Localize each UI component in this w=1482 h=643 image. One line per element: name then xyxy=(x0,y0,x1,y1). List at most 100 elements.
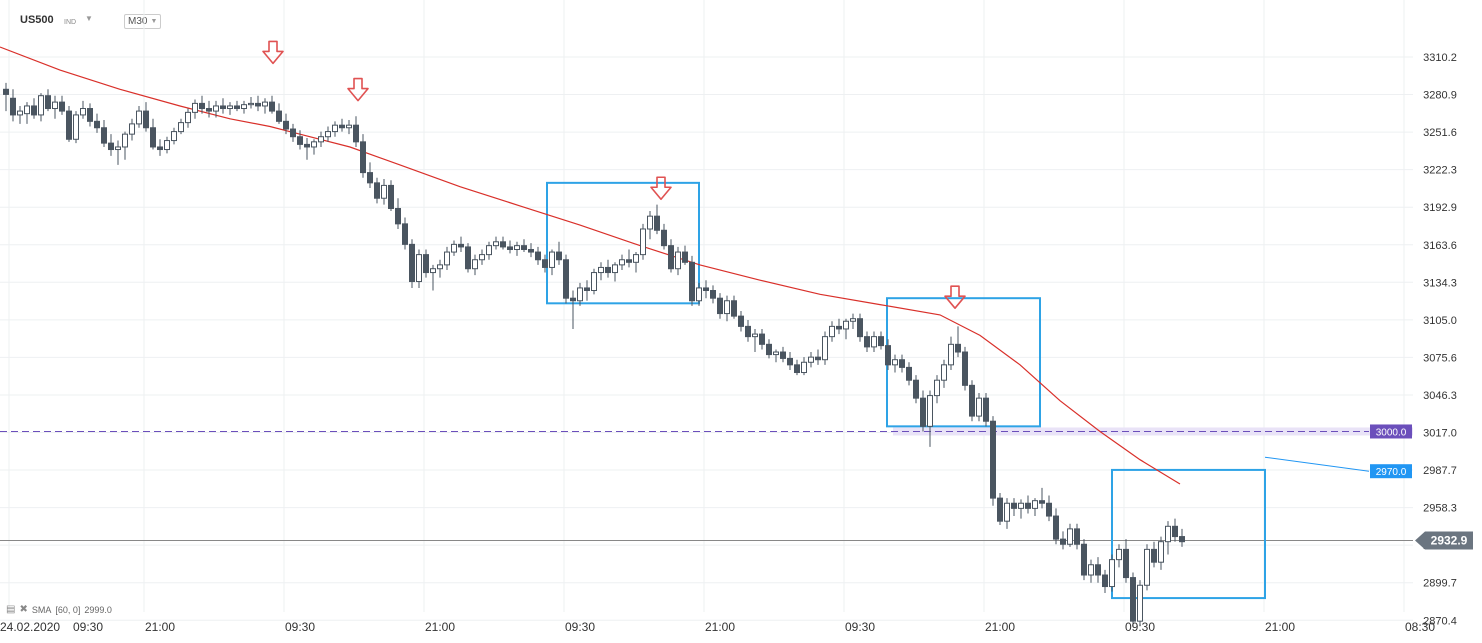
candle xyxy=(836,318,842,335)
candle-body xyxy=(1172,525,1178,538)
candle xyxy=(150,118,156,150)
candle xyxy=(311,139,317,155)
timeframe-selector[interactable]: M30 ▼ xyxy=(124,14,162,29)
candle-body xyxy=(990,420,996,499)
y-tick-label: 3046.3 xyxy=(1423,390,1457,402)
candle-body xyxy=(878,336,884,347)
y-tick-label: 2958.3 xyxy=(1423,503,1457,515)
candle-body xyxy=(367,172,373,184)
indicator-value: 2999.0 xyxy=(84,604,112,615)
candle-body xyxy=(227,105,233,110)
candle-body xyxy=(521,245,527,250)
candle xyxy=(304,137,310,160)
candle-body xyxy=(325,131,331,138)
candle xyxy=(381,179,387,205)
candle-body xyxy=(493,241,499,247)
indicator-settings-icon[interactable]: ▤ xyxy=(6,604,16,615)
candle-body xyxy=(1095,564,1101,576)
candle-body xyxy=(283,120,289,130)
candle xyxy=(570,290,576,329)
candle xyxy=(843,318,849,340)
candle xyxy=(773,349,779,363)
candle-body xyxy=(1011,502,1017,509)
candle xyxy=(493,236,499,250)
candle xyxy=(1074,523,1080,550)
candle-body xyxy=(1102,574,1108,588)
candle-body xyxy=(437,264,443,270)
candle xyxy=(122,131,128,160)
candle xyxy=(395,198,401,229)
candle-body xyxy=(549,251,555,268)
candle xyxy=(612,262,618,282)
candle xyxy=(822,331,828,365)
candle xyxy=(38,93,44,122)
candle xyxy=(1067,523,1073,547)
candle-body xyxy=(472,259,478,270)
y-tick-label: 3134.3 xyxy=(1423,277,1457,289)
candle xyxy=(878,331,884,350)
candle xyxy=(528,243,534,258)
candle-body xyxy=(381,184,387,199)
symbol-name[interactable]: US500 xyxy=(20,14,54,26)
candle-body xyxy=(864,336,870,348)
sma-polyline xyxy=(0,46,1181,485)
candle-body xyxy=(619,259,625,266)
candle xyxy=(871,331,877,353)
candle xyxy=(17,105,23,124)
candle-body xyxy=(682,251,688,263)
candle-body xyxy=(1018,502,1024,509)
candle xyxy=(556,241,562,265)
candle xyxy=(1151,541,1157,568)
candle xyxy=(255,95,261,112)
candle xyxy=(969,380,975,422)
candle xyxy=(815,349,821,365)
candle-body xyxy=(591,272,597,292)
candle-body xyxy=(206,108,212,112)
candle-body xyxy=(101,127,107,144)
candle-body xyxy=(38,95,44,116)
candle xyxy=(1116,544,1122,568)
annotation-arrows xyxy=(262,40,966,309)
candle xyxy=(164,136,170,154)
close-icon[interactable]: ✖ xyxy=(19,604,28,615)
y-tick-label: 3222.3 xyxy=(1423,165,1457,177)
candle-body xyxy=(353,124,359,143)
candle-body xyxy=(220,105,226,110)
candle-body xyxy=(248,102,254,106)
candle-body xyxy=(339,124,345,129)
candle xyxy=(640,223,646,260)
down-arrow-icon xyxy=(347,77,369,102)
candle xyxy=(1137,580,1143,627)
candle xyxy=(206,100,212,118)
candle-body xyxy=(626,259,632,263)
candle xyxy=(787,352,793,370)
candle xyxy=(430,264,436,291)
candle-body xyxy=(115,146,121,151)
candle-body xyxy=(409,243,415,283)
candle-body xyxy=(1046,502,1052,517)
candle xyxy=(626,249,632,268)
candle-body xyxy=(584,287,590,292)
candle xyxy=(500,236,506,250)
candle-body xyxy=(3,88,9,95)
candle-body xyxy=(633,254,639,263)
candle xyxy=(668,239,674,273)
candle xyxy=(444,246,450,270)
candle-body xyxy=(598,266,604,274)
candle-body xyxy=(892,359,898,366)
candle-body xyxy=(1074,528,1080,545)
candle-body xyxy=(577,287,583,302)
candle-body xyxy=(479,254,485,261)
candle-body xyxy=(24,105,30,115)
candle xyxy=(402,217,408,250)
candle-body xyxy=(836,325,842,330)
candle-body xyxy=(1144,548,1150,586)
candle xyxy=(549,249,555,276)
candle-body xyxy=(136,110,142,125)
candle-body xyxy=(318,136,324,143)
candle-body xyxy=(654,215,660,231)
symbol-dropdown-caret-icon[interactable]: ▼ xyxy=(85,14,93,23)
chevron-down-icon: ▼ xyxy=(150,18,158,25)
candle xyxy=(1158,536,1164,570)
